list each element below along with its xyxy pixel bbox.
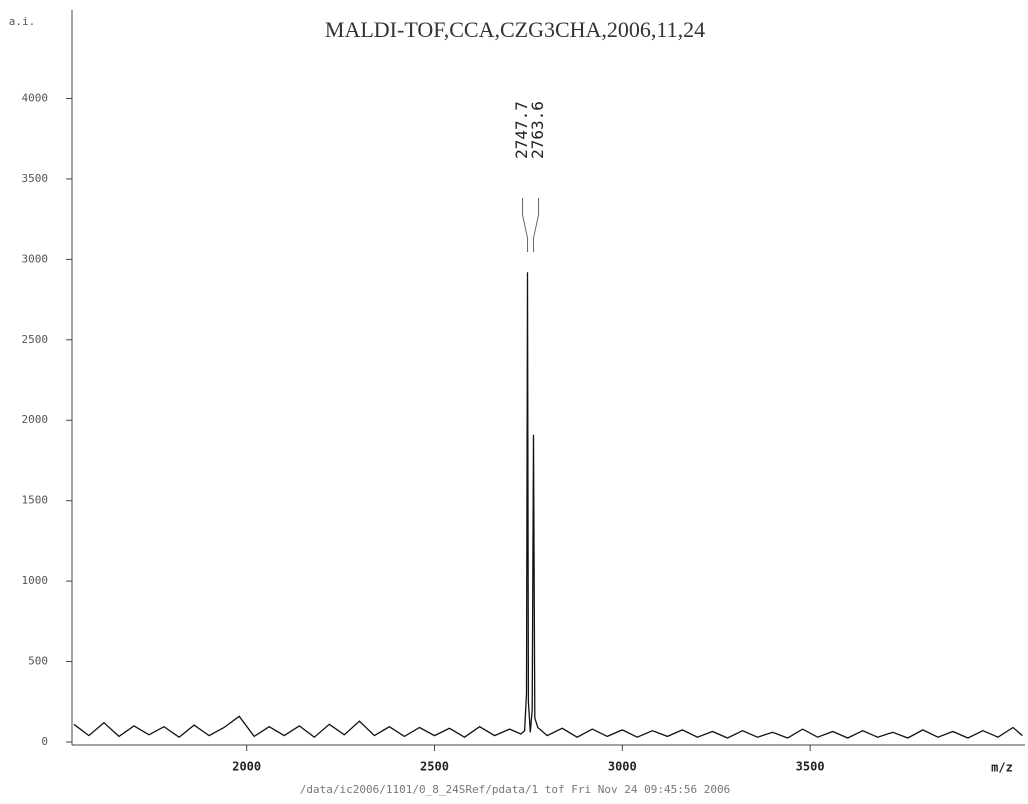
y-axis-label: a.i. (9, 15, 36, 28)
peak-label: 2747.7 (512, 101, 531, 159)
y-tick-label: 3500 (22, 172, 49, 185)
y-tick-label: 4000 (22, 91, 49, 104)
y-tick-label: 1000 (22, 574, 49, 587)
y-tick-label: 1500 (22, 494, 49, 507)
spectrum-line (73, 272, 1023, 739)
peak-leader (533, 198, 540, 252)
y-tick-label: 2000 (22, 413, 49, 426)
chart-title: MALDI-TOF,CCA,CZG3CHA,2006,11,24 (325, 17, 705, 42)
y-tick-label: 2500 (22, 333, 49, 346)
y-tick-label: 3000 (22, 252, 49, 265)
x-tick-label: 3500 (796, 760, 825, 774)
peak-leader (522, 198, 529, 252)
x-tick-label: 2000 (232, 760, 261, 774)
x-tick-label: 2500 (420, 760, 449, 774)
x-tick-label: 3000 (608, 760, 637, 774)
footer: /data/ic2006/1101/0_8_24SRef/pdata/1 tof… (300, 783, 730, 796)
y-tick-label: 500 (28, 655, 48, 668)
y-tick-label: 0 (41, 735, 48, 748)
x-axis-label: m/z (991, 761, 1013, 775)
peak-label: 2763.6 (528, 101, 547, 159)
